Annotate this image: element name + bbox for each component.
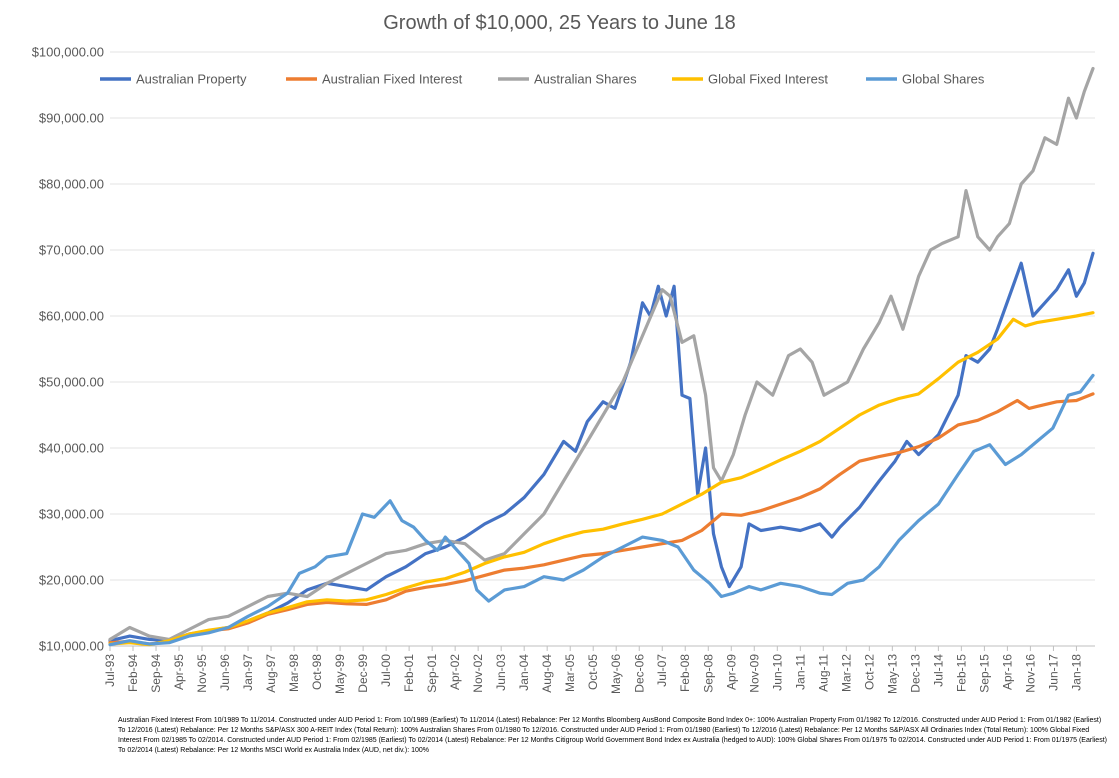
x-tick-label: Jan-97 [241, 654, 255, 691]
x-tick-label: Dec-13 [908, 654, 922, 693]
y-tick-label: $90,000.00 [39, 111, 104, 126]
x-tick-label: May-13 [885, 654, 899, 694]
y-tick-label: $60,000.00 [39, 309, 104, 324]
x-tick-label: Jan-04 [517, 654, 531, 691]
chart-title: Growth of $10,000, 25 Years to June 18 [383, 12, 736, 34]
series-line-australian-property [108, 251, 1095, 643]
x-tick-label: Jun-10 [770, 654, 784, 691]
x-tick-label: Feb-15 [954, 654, 968, 692]
x-tick-label: Nov-95 [195, 654, 209, 693]
x-tick-label: Feb-08 [678, 654, 692, 692]
x-tick-label: Jul-00 [379, 654, 393, 687]
legend-label: Global Shares [902, 72, 985, 87]
series-line-australian-fixed-interest [108, 392, 1095, 646]
x-tick-label: Jun-03 [494, 654, 508, 691]
x-tick-label: Oct-98 [310, 654, 324, 690]
x-tick-label: May-06 [609, 654, 623, 694]
x-tick-label: Jul-14 [931, 654, 945, 687]
y-tick-label: $70,000.00 [39, 243, 104, 258]
x-tick-label: Oct-12 [862, 654, 876, 690]
y-tick-label: $50,000.00 [39, 375, 104, 390]
source-footnote: Australian Fixed Interest From 10/1989 T… [118, 717, 1107, 754]
x-tick-label: Feb-94 [126, 654, 140, 692]
legend: Australian Property Australian Fixed Inte… [100, 72, 985, 87]
series-line-global-shares [108, 373, 1095, 647]
x-tick-label: Jul-93 [103, 654, 117, 687]
x-tick-label: Jan-18 [1069, 654, 1083, 691]
legend-label: Global Fixed Interest [708, 72, 828, 87]
x-tick-label: Mar-12 [839, 654, 853, 692]
x-tick-label: Feb-01 [402, 654, 416, 692]
x-tick-label: Jun-17 [1046, 654, 1060, 691]
x-tick-label: Apr-02 [448, 654, 462, 690]
y-tick-label: $10,000.00 [39, 639, 104, 654]
x-tick-label: Dec-99 [356, 654, 370, 693]
y-tick-label: $100,000.00 [32, 45, 104, 60]
y-tick-label: $20,000.00 [39, 573, 104, 588]
x-tick-label: Nov-16 [1023, 654, 1037, 693]
x-tick-label: Nov-09 [747, 654, 761, 693]
x-tick-label: Sep-08 [701, 654, 715, 693]
y-axis: $10,000.00 $20,000.00 $30,000.00 $40,000.00… [32, 45, 104, 654]
x-tick-label: Sep-01 [425, 654, 439, 693]
x-tick-label: Jul-07 [655, 654, 669, 687]
line-chart: $10,000.00 $20,000.00 $30,000.00 $40,000.00… [32, 45, 1095, 694]
legend-label: Australian Property [136, 72, 247, 87]
x-tick-label: Apr-95 [172, 654, 186, 690]
legend-label: Australian Shares [534, 72, 637, 87]
x-tick-label: Sep-15 [977, 654, 991, 693]
x-tick-label: Jan-11 [793, 654, 807, 690]
x-tick-label: Sep-94 [149, 654, 163, 693]
x-tick-label: Apr-09 [724, 654, 738, 690]
x-tick-label: Aug-97 [264, 654, 278, 693]
x-tick-label: Aug-11 [816, 654, 830, 692]
x-tick-label: Dec-06 [632, 654, 646, 693]
x-axis: Jul-93 Feb-94 Sep-94 Apr-95 Nov-95 Jun-96 Jan-… [103, 646, 1083, 694]
series-line-australian-shares [108, 66, 1095, 641]
series-line-global-fixed-interest [108, 311, 1095, 647]
x-tick-label: Nov-02 [471, 654, 485, 693]
y-tick-label: $80,000.00 [39, 177, 104, 192]
y-tick-label: $40,000.00 [39, 441, 104, 456]
series-lines [108, 66, 1095, 647]
legend-label: Australian Fixed Interest [322, 72, 463, 87]
x-tick-label: May-99 [333, 654, 347, 694]
y-tick-label: $30,000.00 [39, 507, 104, 522]
x-tick-label: Mar-98 [287, 654, 301, 692]
x-tick-label: Mar-05 [563, 654, 577, 692]
x-tick-label: Oct-05 [586, 654, 600, 690]
x-tick-label: Aug-04 [540, 654, 554, 693]
x-tick-label: Jun-96 [218, 654, 232, 691]
x-tick-label: Apr-16 [1000, 654, 1014, 690]
